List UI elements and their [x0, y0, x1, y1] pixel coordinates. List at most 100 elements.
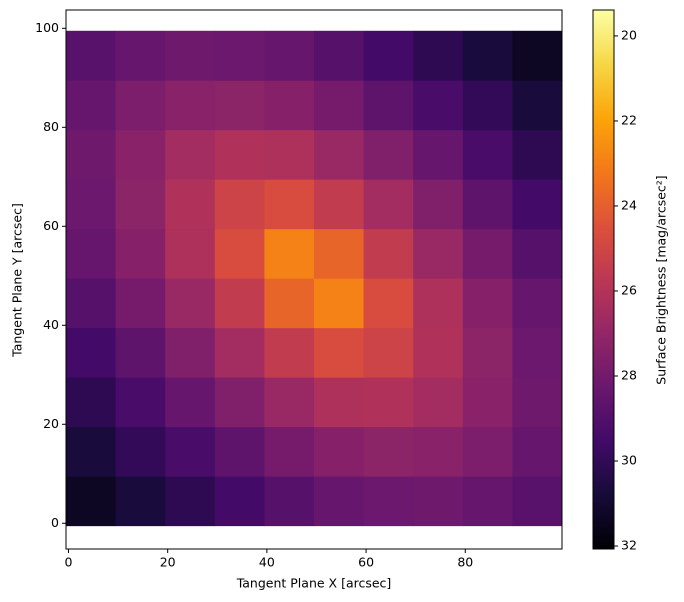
heat-cell	[462, 278, 513, 329]
heat-cell	[462, 179, 513, 230]
heat-cell	[462, 228, 513, 279]
heat-cell	[214, 278, 265, 329]
heat-cell	[363, 377, 414, 428]
heat-cell	[115, 30, 166, 81]
y-axis-label: Tangent Plane Y [arcsec]	[10, 203, 25, 358]
heat-cell	[314, 278, 364, 329]
heat-cell	[314, 80, 364, 131]
heat-cell	[512, 327, 563, 378]
colorbar-tick-label: 30	[621, 453, 637, 468]
x-axis-label: Tangent Plane X [arcsec]	[236, 576, 392, 591]
heat-cell	[264, 476, 315, 527]
heat-cell	[66, 327, 116, 378]
axes-frame	[65, 9, 563, 550]
colorbar-tick-label: 32	[621, 538, 637, 553]
heat-cell	[363, 278, 414, 329]
colorbar-tick-label: 20	[621, 27, 637, 42]
heat-cell	[115, 476, 166, 527]
colorbar	[592, 9, 615, 550]
y-tick-label: 0	[51, 515, 59, 530]
colorbar-tick-label: 24	[621, 197, 637, 212]
colorbar-tick-label: 26	[621, 282, 637, 297]
heat-cell	[115, 179, 166, 230]
heat-cell	[512, 377, 563, 428]
colorbar-tick-label: 22	[621, 112, 637, 127]
heat-cell	[264, 377, 315, 428]
x-tick-label: 20	[160, 555, 176, 570]
heat-cell	[165, 129, 216, 180]
heat-cell	[214, 476, 265, 527]
y-tick-label: 40	[43, 317, 59, 332]
heat-cell	[115, 327, 166, 378]
heat-cell	[314, 30, 364, 81]
heat-cell	[413, 476, 464, 527]
heat-cell	[314, 129, 364, 180]
heat-cell	[115, 377, 166, 428]
heat-cell	[115, 278, 166, 329]
heat-cell	[363, 129, 414, 180]
heat-cell	[66, 80, 116, 131]
heat-cell	[314, 228, 364, 279]
y-tick-label: 80	[43, 119, 59, 134]
heat-cell	[66, 179, 116, 230]
heat-cell	[413, 426, 464, 477]
heat-cell	[413, 30, 464, 81]
heat-cell	[512, 476, 563, 527]
heat-cell	[214, 129, 265, 180]
y-tick-label: 100	[35, 20, 59, 35]
colorbar-tick-label: 28	[621, 367, 637, 382]
heat-cell	[115, 80, 166, 131]
heat-cell	[264, 426, 315, 477]
heat-cell	[413, 179, 464, 230]
y-tick-label: 60	[43, 218, 59, 233]
heat-cell	[214, 179, 265, 230]
heat-cell	[363, 426, 414, 477]
heat-cell	[66, 377, 116, 428]
heat-cell	[115, 129, 166, 180]
heat-cell	[214, 228, 265, 279]
y-tick-label: 20	[43, 416, 59, 431]
heat-cell	[413, 377, 464, 428]
heat-cell	[413, 228, 464, 279]
heat-cell	[165, 228, 216, 279]
heat-cell	[363, 80, 414, 131]
heat-cell	[314, 426, 364, 477]
heat-cell	[66, 228, 116, 279]
heat-cell	[512, 80, 563, 131]
heat-cell	[115, 426, 166, 477]
heat-cell	[165, 476, 216, 527]
heat-cell	[264, 278, 315, 329]
heat-cell	[165, 80, 216, 131]
heat-cell	[165, 30, 216, 81]
heat-cell	[66, 476, 116, 527]
heat-cell	[66, 30, 116, 81]
heat-cell	[165, 377, 216, 428]
heat-cell	[512, 179, 563, 230]
x-tick-label: 80	[457, 555, 473, 570]
heat-cell	[363, 228, 414, 279]
heat-cell	[214, 80, 265, 131]
heat-cell	[214, 426, 265, 477]
heat-cell	[512, 30, 563, 81]
heat-cell	[165, 426, 216, 477]
heat-cell	[363, 476, 414, 527]
x-tick-label: 60	[358, 555, 374, 570]
heat-cell	[413, 80, 464, 131]
heat-cell	[363, 30, 414, 81]
heat-cell	[314, 476, 364, 527]
heat-cell	[462, 80, 513, 131]
heat-cell	[66, 129, 116, 180]
heat-cell	[462, 377, 513, 428]
heat-cell	[264, 327, 315, 378]
heat-cell	[462, 476, 513, 527]
heat-cell	[462, 327, 513, 378]
heat-cell	[314, 179, 364, 230]
heat-cell	[512, 426, 563, 477]
heat-cell	[165, 327, 216, 378]
heat-cell	[264, 30, 315, 81]
heat-cell	[413, 278, 464, 329]
heat-cell	[264, 80, 315, 131]
heat-cell	[214, 30, 265, 81]
heat-cell	[214, 327, 265, 378]
